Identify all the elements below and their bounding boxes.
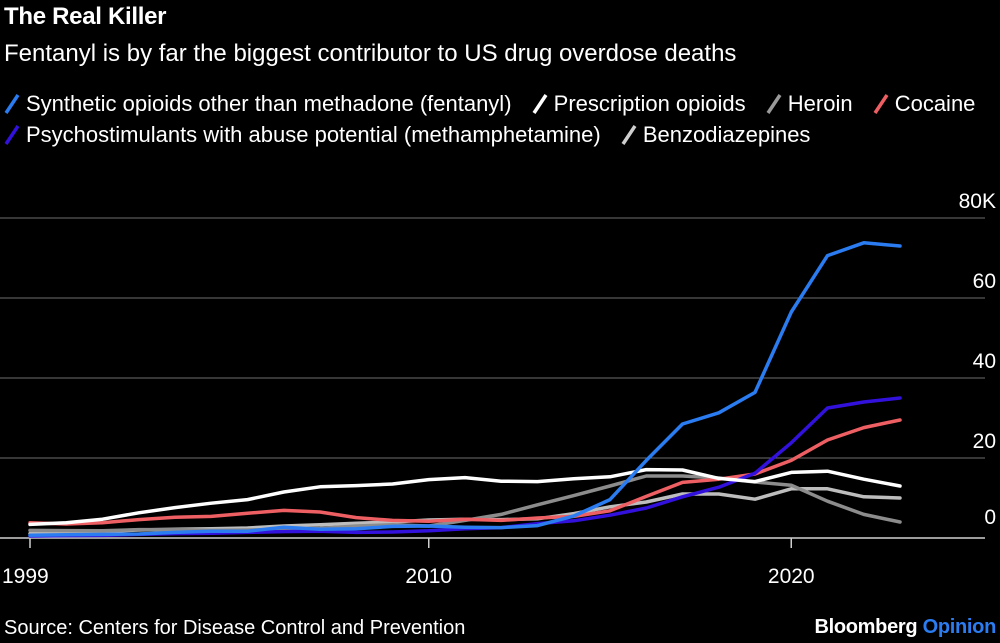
- y-tick-label: 20: [973, 430, 996, 453]
- legend-label: Prescription opioids: [553, 91, 746, 116]
- legend-item-fentanyl: Synthetic opioids other than methadone (…: [4, 88, 512, 119]
- legend: Synthetic opioids other than methadone (…: [4, 88, 994, 150]
- swatch-line: [766, 94, 782, 114]
- legend-label: Benzodiazepines: [642, 122, 811, 147]
- legend-label: Cocaine: [894, 91, 976, 116]
- brand-name: Bloomberg: [814, 616, 918, 638]
- gridlines: [0, 217, 985, 539]
- legend-swatch-prescription-opioids: [532, 94, 548, 114]
- y-tick-label: 80K: [959, 190, 996, 213]
- swatch-line: [621, 125, 637, 145]
- y-axis: 80K 60 40 20 0: [959, 190, 996, 529]
- legend-item-heroin: Heroin: [766, 88, 853, 119]
- legend-swatch-fentanyl: [4, 94, 20, 114]
- x-tick-label: 2020: [768, 565, 815, 588]
- swatch-line: [4, 125, 20, 145]
- swatch-line: [873, 94, 889, 114]
- series-lines: [28, 241, 902, 538]
- chart-title: The Real Killer: [4, 3, 167, 30]
- legend-item-methamphetamine: Psychostimulants with abuse potential (m…: [4, 119, 601, 150]
- chart-subtitle: Fentanyl is by far the biggest contribut…: [4, 40, 737, 67]
- legend-item-prescription-opioids: Prescription opioids: [532, 88, 746, 119]
- legend-item-benzodiazepines: Benzodiazepines: [621, 119, 811, 150]
- legend-swatch-methamphetamine: [4, 125, 20, 145]
- brand-accent: Opinion: [922, 616, 997, 638]
- legend-swatch-cocaine: [873, 94, 889, 114]
- x-axis: 1999 2010 2020: [2, 538, 815, 588]
- brand-logo: Bloomberg Opinion: [814, 616, 996, 639]
- legend-label: Synthetic opioids other than methadone (…: [26, 91, 512, 116]
- legend-label: Psychostimulants with abuse potential (m…: [26, 122, 601, 147]
- x-tick-label: 1999: [2, 565, 49, 588]
- legend-label: Heroin: [787, 91, 853, 116]
- y-tick-label: 0: [984, 506, 996, 529]
- x-tick-label: 2010: [405, 565, 452, 588]
- series-line-heroin: [28, 474, 902, 533]
- swatch-line: [532, 94, 548, 114]
- y-tick-label: 40: [973, 350, 996, 373]
- legend-swatch-heroin: [766, 94, 782, 114]
- series-line-synthetic-opioids-other-than-methadone-fentanyl: [28, 241, 902, 537]
- series-line-prescription-opioids: [28, 467, 902, 527]
- source-note: Source: Centers for Disease Control and …: [4, 617, 466, 639]
- y-tick-label: 60: [973, 270, 996, 293]
- legend-swatch-benzodiazepines: [621, 125, 637, 145]
- swatch-line: [4, 94, 20, 114]
- legend-item-cocaine: Cocaine: [873, 88, 976, 119]
